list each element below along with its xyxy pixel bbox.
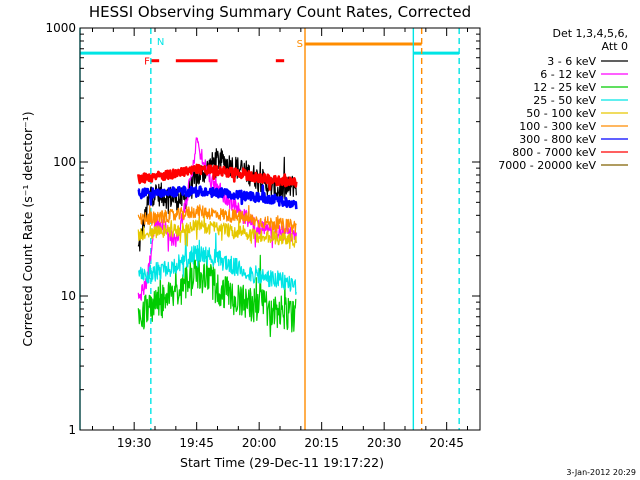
legend-entry-label: 50 - 100 keV [526,107,596,120]
y-tick-label: 1 [68,423,76,437]
x-tick-label: 20:30 [367,436,402,450]
series-line [137,204,297,235]
y-tick-label: 100 [53,155,76,169]
flag-bars: FN S [80,37,460,68]
series-line [137,163,298,191]
y-tick-labels: 1 10 100 1000 [45,21,76,437]
series-line [138,232,297,295]
x-tick-label: 19:45 [179,436,214,450]
legend-entry-label: 300 - 800 keV [519,133,596,146]
x-tick-label: 20:45 [429,436,464,450]
series-lines [137,137,298,338]
legend-entry-label: 3 - 6 keV [547,55,596,68]
x-axis-label: Start Time (29-Dec-11 19:17:22) [180,455,384,470]
series-line [137,215,297,250]
chart-title: HESSI Observing Summary Count Rates, Cor… [89,3,471,21]
y-tick-label: 1000 [45,21,76,35]
legend-entry-label: 800 - 7000 keV [512,146,596,159]
x-tick-labels: 19:30 19:45 20:00 20:15 20:30 20:45 [117,436,464,450]
x-tick-label: 20:00 [242,436,277,450]
x-tick-label: 20:15 [304,436,339,450]
legend-header: Det 1,3,4,5,6, [552,27,628,40]
legend-entry-label: 7000 - 20000 keV [498,159,596,172]
timestamp: 3-Jan-2012 20:29 [566,468,636,477]
y-axis-label: Corrected Count Rate (s⁻¹ detector⁻¹) [20,111,35,346]
legend-entry-label: 100 - 300 keV [519,120,596,133]
legend-entry-label: 6 - 12 keV [540,68,596,81]
axes [79,27,481,431]
legend-entry-label: 12 - 25 keV [533,81,596,94]
legend-entry-label: 25 - 50 keV [533,94,596,107]
series-line [137,184,298,210]
x-tick-label: 19:30 [117,436,152,450]
flag-label: F [144,57,150,68]
flag-label: S [297,39,303,50]
series-line [137,254,297,338]
legend-header: Att 0 [602,40,628,53]
y-tick-label: 10 [61,289,76,303]
flag-label: N [157,37,164,48]
